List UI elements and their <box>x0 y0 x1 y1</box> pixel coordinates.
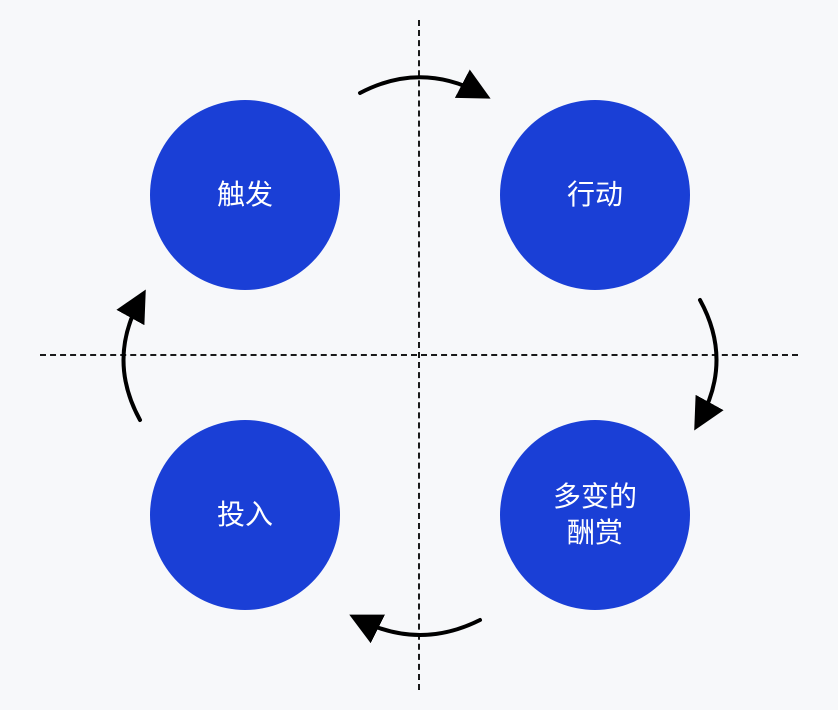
node-label: 触发 <box>217 177 273 213</box>
node-label: 投入 <box>217 497 273 533</box>
node-trigger: 触发 <box>150 100 340 290</box>
node-label: 多变的 酬赏 <box>553 479 637 552</box>
node-investment: 投入 <box>150 420 340 610</box>
node-action: 行动 <box>500 100 690 290</box>
vertical-axis <box>418 20 420 690</box>
node-reward: 多变的 酬赏 <box>500 420 690 610</box>
node-label: 行动 <box>567 177 623 213</box>
hook-model-diagram: 触发 行动多变的 酬赏 投入 <box>0 0 838 710</box>
